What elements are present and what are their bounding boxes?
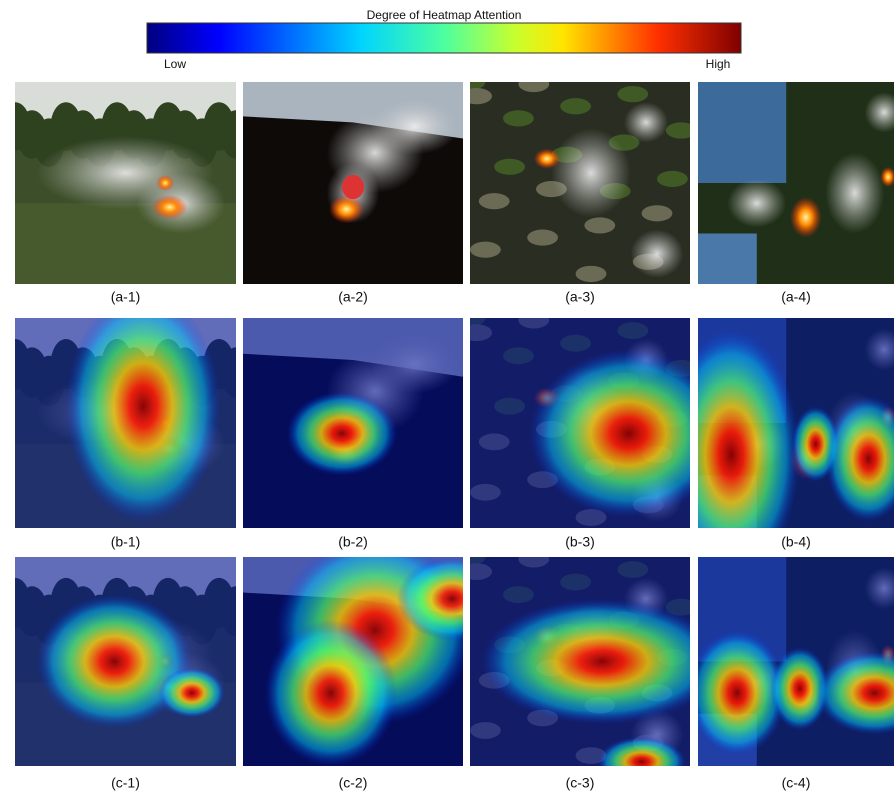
- flame: [342, 175, 364, 199]
- scene-part: [503, 110, 534, 126]
- scene-part: [657, 171, 688, 187]
- panel-label: (b-3): [565, 534, 595, 550]
- panel-label: (b-4): [781, 534, 811, 550]
- scene-part: [698, 82, 786, 183]
- panel-label: (a-2): [338, 289, 368, 305]
- scene-part: [152, 195, 187, 219]
- panel-label: (b-1): [111, 534, 141, 550]
- panel-image: [0, 557, 251, 766]
- colorbar-high: High: [706, 57, 731, 71]
- heatmap-blob: [598, 737, 686, 787]
- scene-part: [617, 86, 648, 102]
- panel-label: (c-1): [111, 775, 140, 791]
- scene-part: [560, 98, 591, 114]
- colorbar-title: Degree of Heatmap Attention: [367, 8, 522, 22]
- panel-image: [455, 310, 728, 528]
- scene-part: [551, 128, 630, 217]
- heatmap-blob: [529, 350, 727, 518]
- scene-part: [518, 76, 549, 92]
- scene-part: [461, 88, 492, 104]
- panel-image: [0, 291, 251, 528]
- panel-image: [455, 549, 723, 787]
- panel-label: (a-4): [781, 289, 811, 305]
- scene-part: [576, 266, 607, 282]
- colorbar-low: Low: [164, 57, 186, 71]
- panel-label: (a-1): [111, 289, 141, 305]
- heatmap-blob: [265, 620, 397, 766]
- heatmap-blob: [159, 668, 225, 718]
- panel-image: [663, 318, 894, 581]
- figure: Degree of Heatmap Attention Low High (a-…: [0, 0, 894, 794]
- scene-part: [666, 122, 697, 138]
- scene-part: [825, 153, 884, 234]
- scene-part: [790, 197, 821, 237]
- panel-image: [0, 82, 251, 284]
- scene-part: [642, 205, 673, 221]
- scene-part: [527, 229, 558, 245]
- scene-part: [584, 217, 615, 233]
- scene-part: [624, 102, 668, 142]
- panel-image: [243, 82, 463, 284]
- scene-part: [371, 98, 459, 155]
- colorbar: [147, 23, 741, 53]
- scene-part: [494, 159, 525, 175]
- panel-image: [688, 557, 894, 766]
- scene-part: [698, 234, 757, 285]
- scene-part: [479, 193, 510, 209]
- scene-part: [631, 229, 684, 277]
- panel-label: (b-2): [338, 534, 368, 550]
- heatmap-blob: [287, 392, 397, 476]
- scene-part: [156, 175, 174, 191]
- panel-label: (c-4): [782, 775, 811, 791]
- panel-image: [698, 82, 894, 284]
- panel-image: [243, 318, 463, 528]
- panel-label: (c-2): [339, 775, 368, 791]
- heatmap-blob: [66, 291, 221, 522]
- panel-image: [243, 536, 507, 766]
- panel-image: [455, 74, 697, 284]
- scene-part: [534, 149, 560, 169]
- panel-label: (c-3): [566, 775, 595, 791]
- scene-part: [329, 195, 364, 223]
- panel-label: (a-3): [565, 289, 595, 305]
- scene-part: [727, 179, 786, 227]
- scene-part: [470, 242, 501, 258]
- heatmap-blob: [481, 599, 723, 724]
